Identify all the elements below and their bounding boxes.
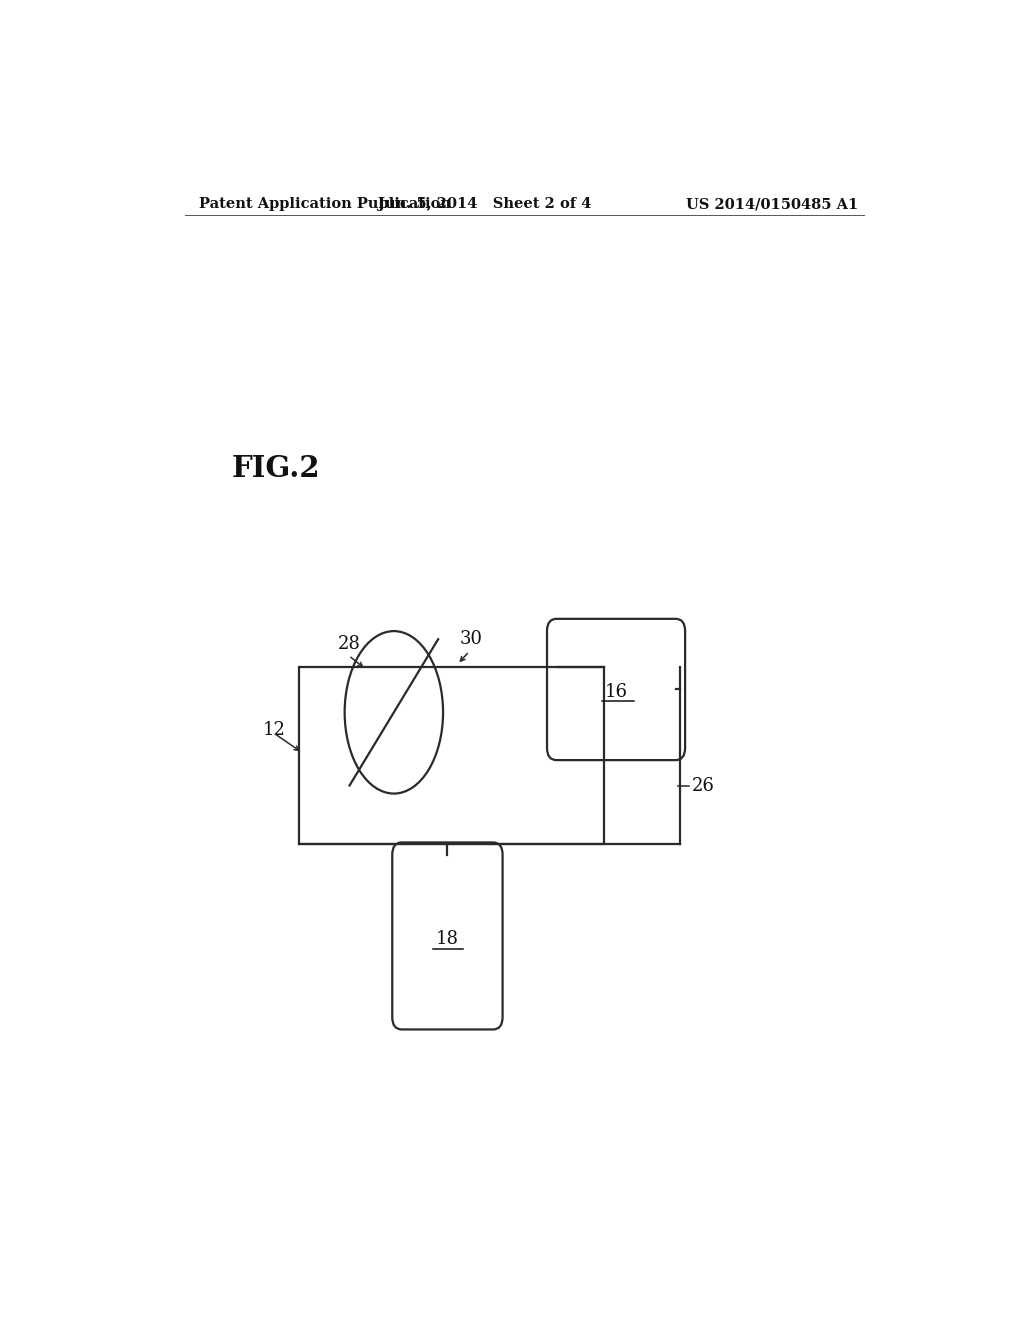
Text: 28: 28 — [338, 635, 361, 653]
Text: 26: 26 — [691, 776, 715, 795]
Text: 30: 30 — [460, 631, 482, 648]
Text: 18: 18 — [436, 931, 459, 948]
Text: US 2014/0150485 A1: US 2014/0150485 A1 — [686, 197, 858, 211]
Text: 12: 12 — [263, 721, 286, 739]
Text: FIG.2: FIG.2 — [231, 454, 319, 483]
Text: Jun. 5, 2014   Sheet 2 of 4: Jun. 5, 2014 Sheet 2 of 4 — [379, 197, 592, 211]
Text: 16: 16 — [604, 682, 628, 701]
Text: Patent Application Publication: Patent Application Publication — [200, 197, 452, 211]
